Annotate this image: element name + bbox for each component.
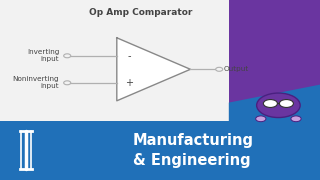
Text: Manufacturing: Manufacturing (133, 133, 254, 148)
Text: Output: Output (224, 66, 249, 72)
Bar (229, 0, 320, 180)
Circle shape (279, 100, 293, 107)
Circle shape (291, 116, 301, 122)
Circle shape (64, 81, 71, 85)
Circle shape (263, 100, 277, 107)
Text: Inverting
input: Inverting input (27, 49, 59, 62)
Circle shape (64, 54, 71, 58)
Text: +: + (125, 78, 133, 88)
Circle shape (256, 116, 266, 122)
Text: Op Amp Comparator: Op Amp Comparator (89, 8, 193, 17)
Text: -: - (127, 51, 131, 61)
Polygon shape (229, 85, 320, 180)
Text: Noninverting
input: Noninverting input (12, 76, 59, 89)
Polygon shape (117, 38, 190, 101)
Bar (0, 121, 320, 180)
Circle shape (216, 67, 223, 71)
Text: & Engineering: & Engineering (133, 153, 251, 168)
Circle shape (257, 93, 300, 118)
